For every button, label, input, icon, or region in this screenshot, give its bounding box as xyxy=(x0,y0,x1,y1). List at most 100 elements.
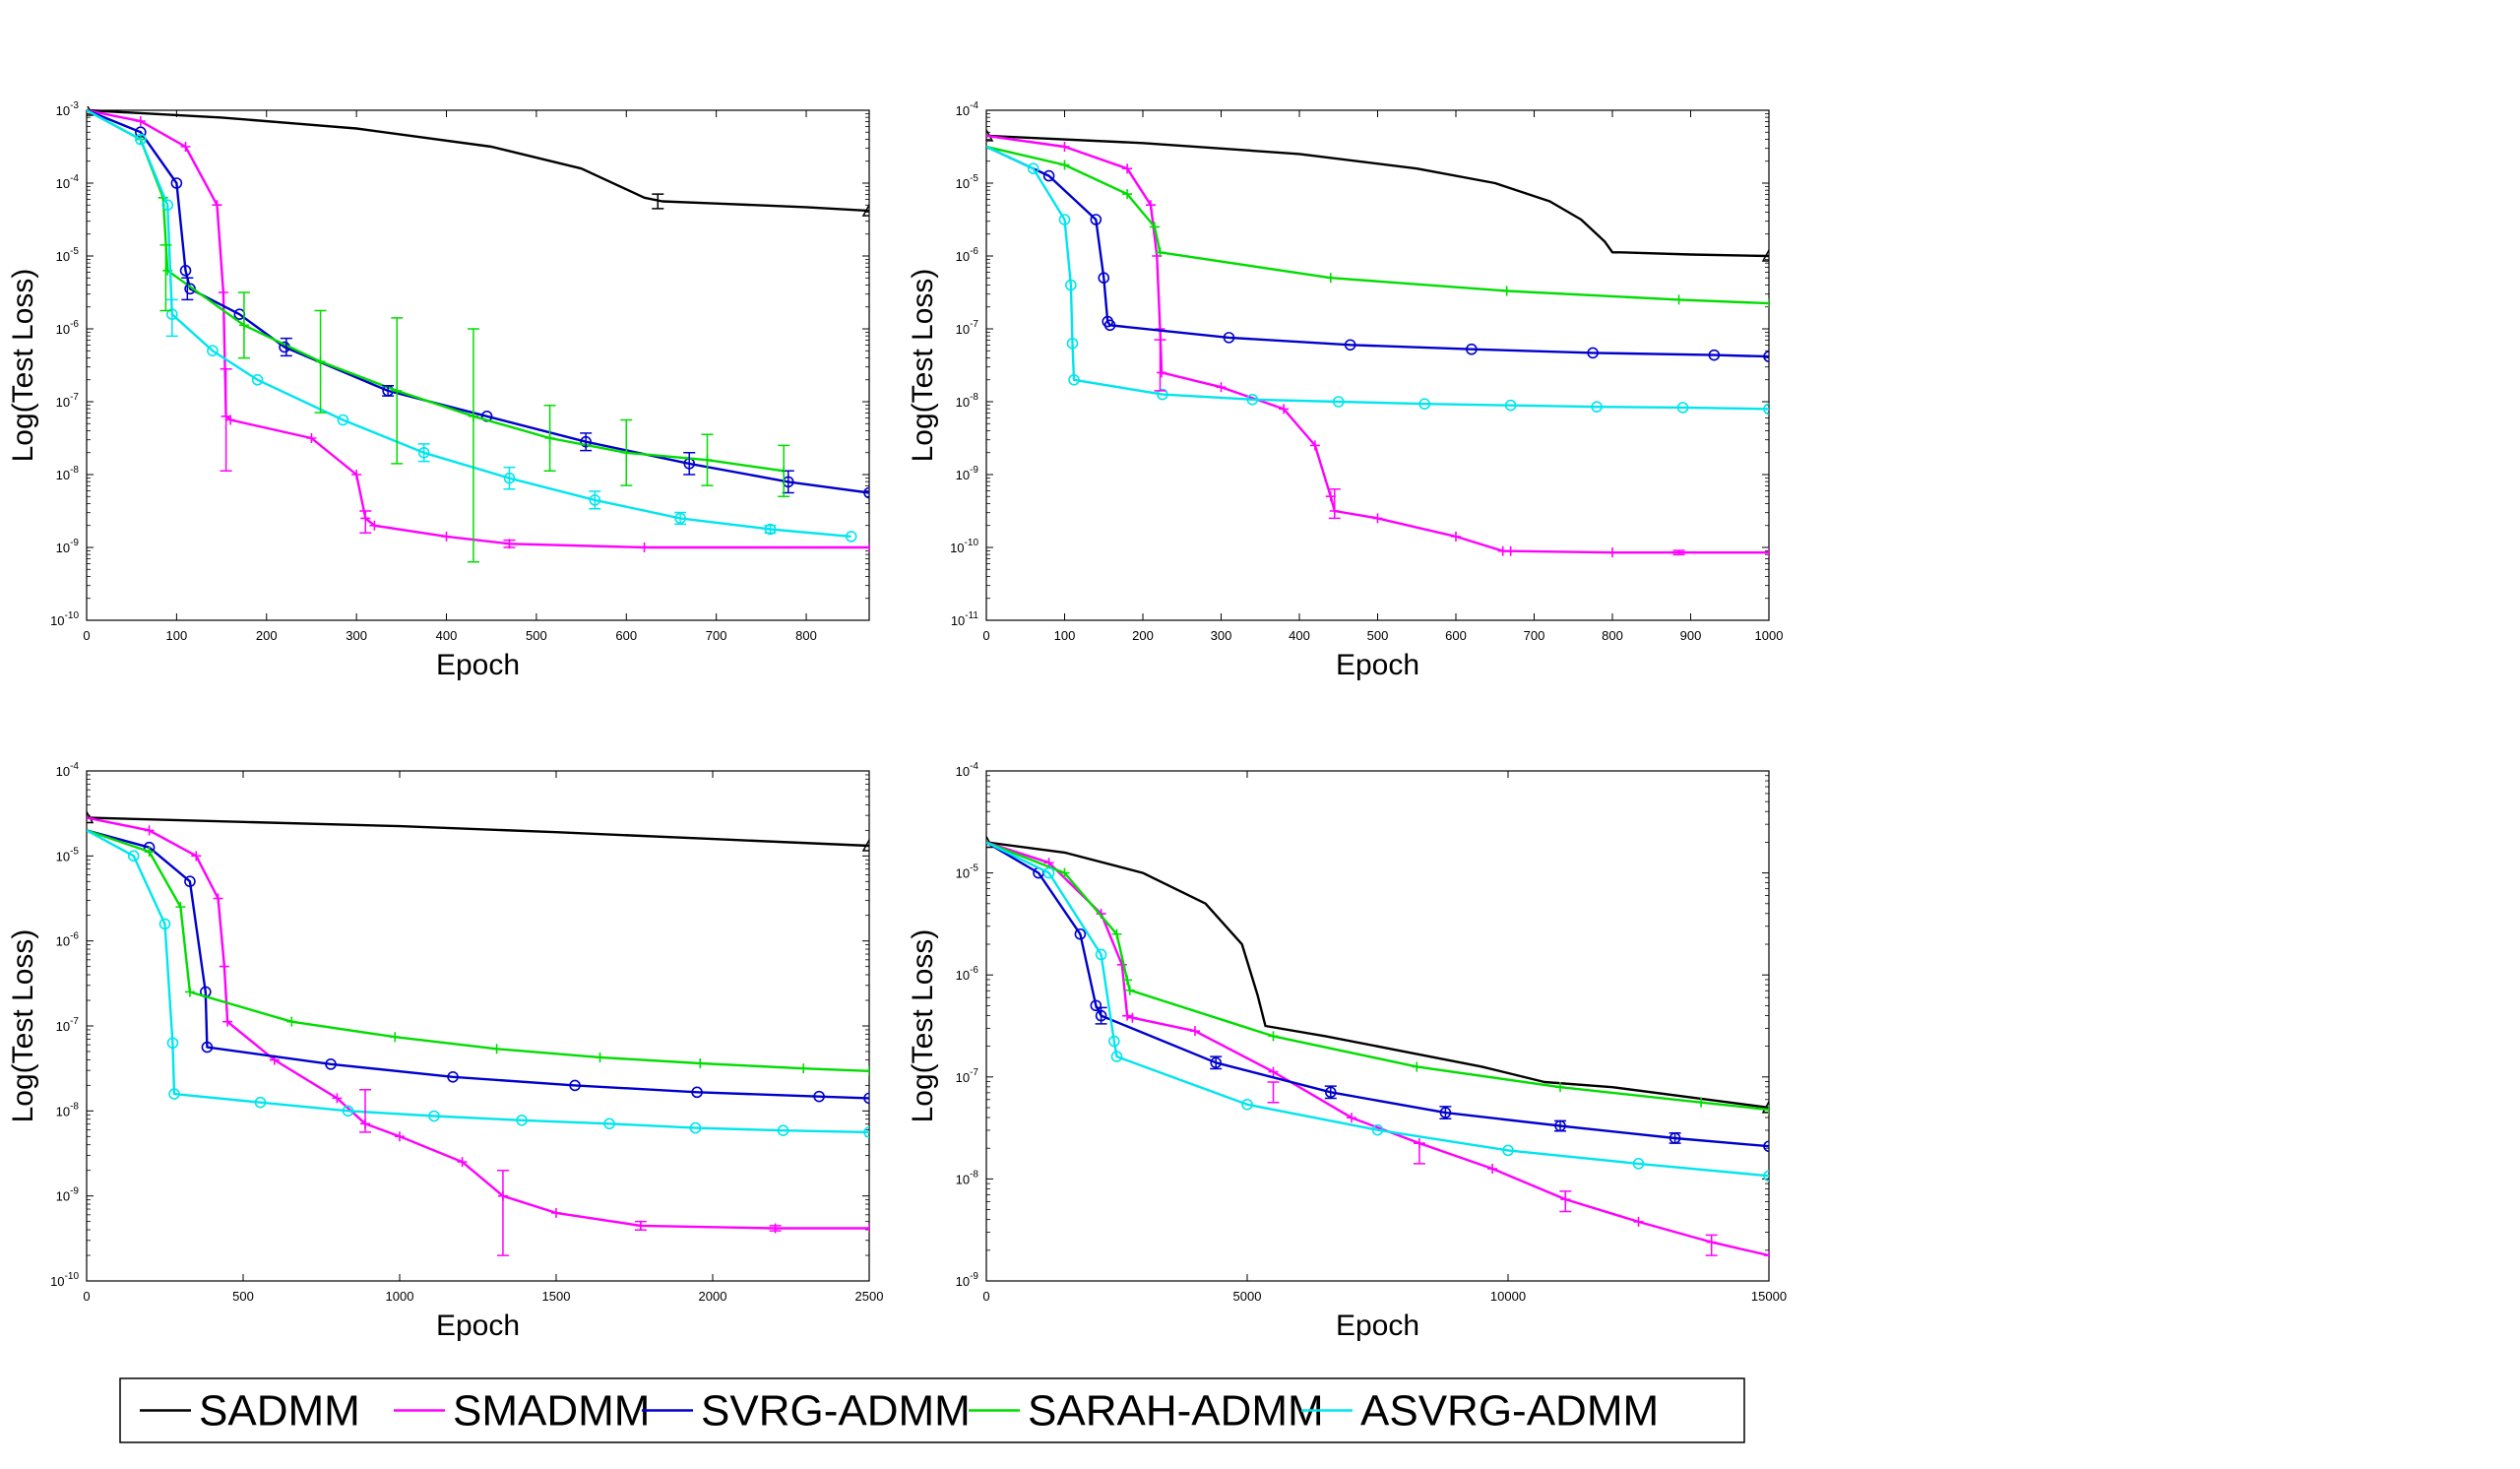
data-point-svrg-admm xyxy=(1223,332,1235,344)
data-point-smadmm xyxy=(1633,1216,1644,1227)
y-tick-label: 10-8 xyxy=(56,465,80,482)
x-tick-label: 300 xyxy=(346,628,367,643)
plot-area xyxy=(986,128,1769,558)
series-line-svrg-admm xyxy=(986,841,1769,1148)
y-axis-label: Log(Test Loss) xyxy=(7,929,39,1123)
data-point-smadmm xyxy=(1451,531,1461,542)
error-bar-svrg-admm xyxy=(580,432,593,452)
series-line-sarah-admm xyxy=(986,841,1769,1112)
data-point-asvrg-admm xyxy=(342,1105,354,1118)
series-line-asvrg-admm xyxy=(986,145,1769,411)
data-point-sarah-admm xyxy=(798,1063,809,1074)
y-tick-label: 10-8 xyxy=(956,1169,979,1186)
chart-panel-1: 0 100 200 300 400 500 600 700 800 10-10 10-9 10-8 10… xyxy=(7,100,870,681)
y-tick-label: 10-6 xyxy=(956,246,979,264)
x-tick-label: 2000 xyxy=(699,1289,727,1304)
data-point-asvrg-admm xyxy=(1241,1098,1253,1111)
error-bar-smadmm xyxy=(359,1089,372,1133)
data-point-asvrg-admm xyxy=(1418,398,1430,411)
series-line-sadmm xyxy=(986,841,1769,1110)
data-point-smadmm xyxy=(212,200,222,211)
data-point-smadmm xyxy=(1505,545,1516,556)
data-point-sarah-admm xyxy=(1124,985,1135,995)
panels: 0 100 200 300 400 500 600 700 800 10-10 10-9 10-8 10… xyxy=(7,100,1787,1342)
legend-item-sarah-admm: SARAH-ADMM xyxy=(969,1387,1324,1436)
data-point-smadmm xyxy=(551,1207,561,1218)
error-bar-smadmm xyxy=(634,1220,647,1231)
data-point-sarah-admm xyxy=(1122,975,1133,986)
legend-label: SARAH-ADMM xyxy=(1028,1387,1324,1436)
data-point-svrg-admm xyxy=(1587,347,1599,359)
data-point-asvrg-admm xyxy=(207,345,219,357)
data-point-svrg-admm xyxy=(813,1090,825,1103)
data-point-asvrg-admm xyxy=(1504,399,1517,412)
y-tick-label: 10-9 xyxy=(956,1271,979,1289)
data-point-smadmm xyxy=(225,415,236,425)
axes-box xyxy=(86,770,870,1282)
data-point-smadmm xyxy=(332,1093,343,1104)
data-point-asvrg-admm xyxy=(1763,1170,1769,1182)
data-point-sarah-admm xyxy=(1059,867,1070,878)
error-bar-svrg-admm xyxy=(1210,1055,1223,1070)
legend-item-asvrg-admm: ASVRG-ADMM xyxy=(1301,1387,1659,1436)
data-point-asvrg-admm xyxy=(689,1121,702,1134)
data-point-asvrg-admm xyxy=(1066,337,1079,350)
x-tick-label: 0 xyxy=(982,1289,989,1304)
data-point-sarah-admm xyxy=(491,1044,502,1054)
x-tick-label: 300 xyxy=(1211,628,1232,643)
x-tick-label: 200 xyxy=(1132,628,1154,643)
x-tick-label: 0 xyxy=(83,1289,90,1304)
data-point-asvrg-admm xyxy=(1591,401,1603,413)
plot-area xyxy=(986,834,1769,1261)
error-bar-sarah-admm xyxy=(543,404,556,473)
data-point-sarah-admm xyxy=(1122,189,1133,200)
axes-box xyxy=(86,109,870,621)
y-tick-label: 10-5 xyxy=(956,173,979,191)
x-axis-label: Epoch xyxy=(436,1309,520,1342)
data-point-asvrg-admm xyxy=(863,1126,869,1138)
series-line-asvrg-admm xyxy=(986,841,1769,1178)
y-tick-label: 10-11 xyxy=(951,610,979,628)
y-tick-label: 10-8 xyxy=(56,1101,80,1118)
data-point-smadmm xyxy=(1122,163,1133,174)
data-point-sarah-admm xyxy=(1149,222,1160,232)
x-axis-label: Epoch xyxy=(1336,649,1419,681)
data-point-sarah-admm xyxy=(695,1057,706,1068)
error-bar-asvrg-admm xyxy=(674,511,687,526)
y-tick-label: 10-10 xyxy=(950,538,978,555)
data-point-smadmm xyxy=(1764,547,1769,558)
data-point-asvrg-admm xyxy=(1371,1123,1384,1136)
data-point-asvrg-admm xyxy=(428,1110,440,1122)
data-point-sarah-admm xyxy=(595,1052,605,1062)
series-line-sadmm xyxy=(986,134,1769,258)
data-point-sarah-admm xyxy=(286,1016,297,1027)
error-bar-smadmm xyxy=(769,1225,782,1232)
data-point-asvrg-admm xyxy=(1095,948,1107,961)
data-point-asvrg-admm xyxy=(1108,1035,1120,1048)
plot-area xyxy=(87,106,869,563)
data-point-svrg-admm xyxy=(691,1086,703,1099)
error-bar-smadmm xyxy=(503,539,516,548)
error-bar-sarah-admm xyxy=(701,433,714,486)
error-bar-asvrg-admm xyxy=(764,525,777,534)
data-point-smadmm xyxy=(219,961,229,972)
data-point-svrg-admm xyxy=(1098,272,1110,285)
data-point-asvrg-admm xyxy=(1157,388,1168,401)
legend-label: SVRG-ADMM xyxy=(701,1387,971,1436)
x-tick-label: 800 xyxy=(1602,628,1623,643)
data-point-smadmm xyxy=(864,1223,869,1234)
error-bar-smadmm xyxy=(220,367,232,473)
data-point-svrg-admm xyxy=(447,1071,459,1083)
error-bar-smadmm xyxy=(1413,1142,1425,1165)
error-bar-smadmm xyxy=(1559,1190,1572,1213)
data-point-asvrg-admm xyxy=(845,531,857,543)
y-tick-label: 10-7 xyxy=(56,1016,80,1034)
data-point-smadmm xyxy=(191,851,202,862)
data-point-asvrg-admm xyxy=(254,1096,267,1109)
data-point-smadmm xyxy=(135,116,146,127)
x-tick-label: 500 xyxy=(1367,628,1389,643)
x-tick-label: 1000 xyxy=(386,1289,414,1304)
legend-label: SADMM xyxy=(199,1387,360,1436)
error-bar-svrg-admm xyxy=(280,337,292,357)
